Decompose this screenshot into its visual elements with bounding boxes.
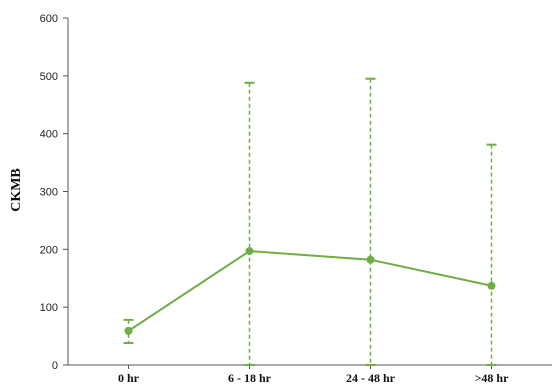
x-tick-label: 24 - 48 hr <box>346 371 396 385</box>
y-tick-label: 100 <box>40 302 58 314</box>
x-tick-label: 6 - 18 hr <box>228 371 272 385</box>
x-tick-label: >48 hr <box>475 371 510 385</box>
y-tick-label: 300 <box>40 187 58 199</box>
axes <box>67 18 552 366</box>
data-point <box>366 255 375 264</box>
data-point <box>487 281 496 290</box>
y-ticks: 0 100 200 300 400 500 600 <box>40 13 68 372</box>
y-tick-label: 200 <box>40 244 58 256</box>
data-point <box>124 326 133 335</box>
data-point <box>245 247 254 256</box>
y-tick-label: 0 <box>52 360 58 372</box>
y-axis-label: CKMB <box>9 168 24 212</box>
y-tick-label: 500 <box>40 71 58 83</box>
y-tick-label: 400 <box>40 129 58 141</box>
series-line-group <box>124 247 496 335</box>
series-line <box>127 250 492 332</box>
x-tick-label: 0 hr <box>118 371 140 385</box>
y-tick-label: 600 <box>40 13 58 25</box>
error-bars <box>123 77 497 366</box>
x-tick-labels: 0 hr 6 - 18 hr 24 - 48 hr >48 hr <box>118 365 509 385</box>
